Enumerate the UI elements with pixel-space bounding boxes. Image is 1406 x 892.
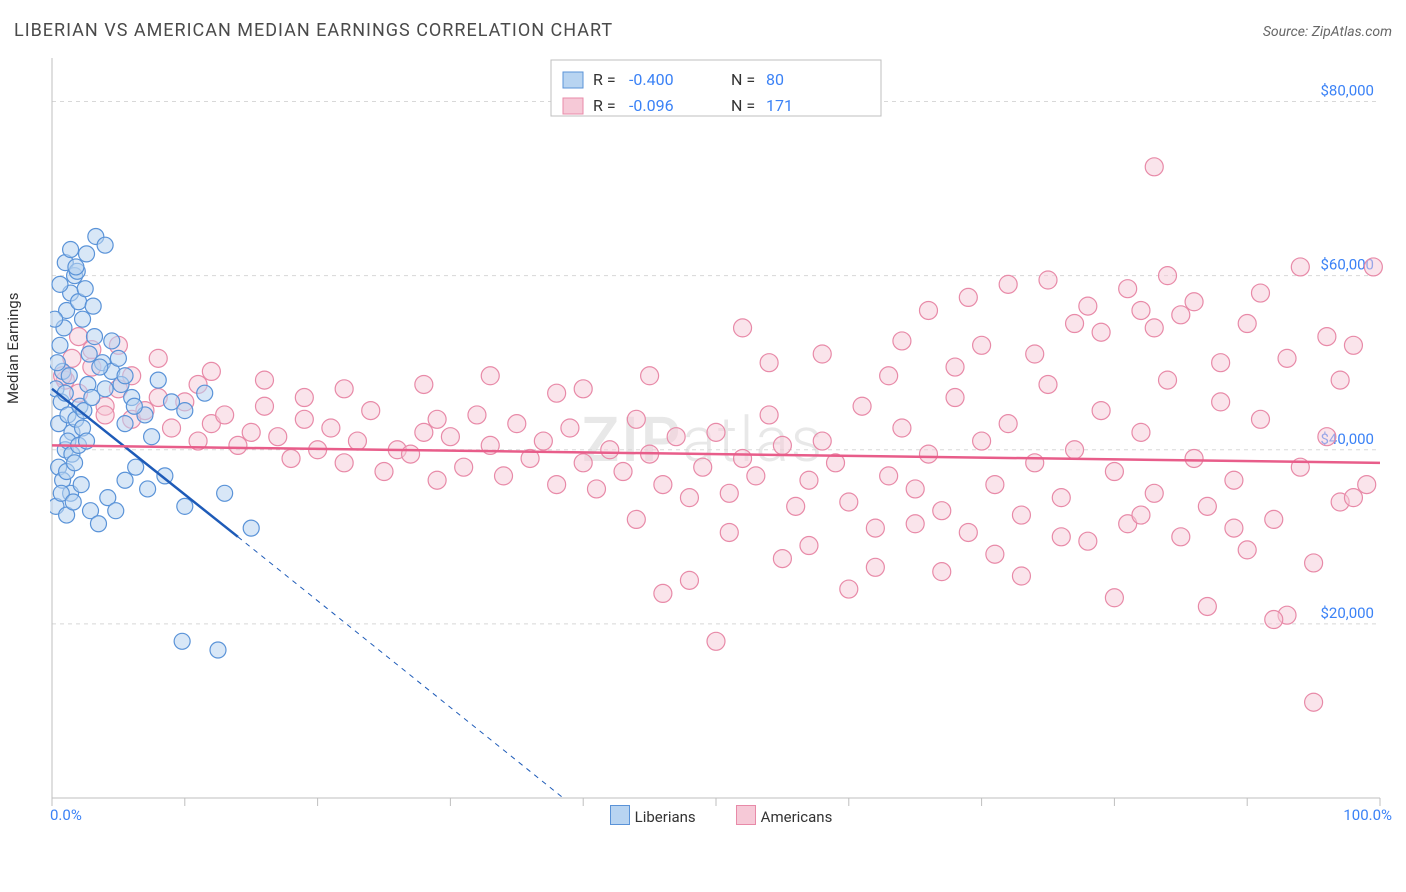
legend-item-americans: Americans xyxy=(736,805,833,826)
legend-swatch-americans xyxy=(736,805,756,825)
scatter-chart: $20,000$40,000$60,000$80,000R = -0.400N … xyxy=(50,56,1392,832)
footer-legend: 0.0% Liberians Americans 100.0% xyxy=(50,798,1392,832)
svg-text:171: 171 xyxy=(766,96,793,115)
chart-title: LIBERIAN VS AMERICAN MEDIAN EARNINGS COR… xyxy=(14,20,613,41)
svg-text:$20,000: $20,000 xyxy=(1320,604,1374,622)
svg-text:80: 80 xyxy=(766,70,784,89)
svg-text:N =: N = xyxy=(731,96,755,115)
legend-swatch-liberians xyxy=(610,805,630,825)
legend-item-liberians: Liberians xyxy=(610,805,696,826)
svg-text:-0.400: -0.400 xyxy=(629,70,674,89)
source-prefix: Source: xyxy=(1263,24,1312,40)
x-axis-min-label: 0.0% xyxy=(50,806,82,824)
legend-label-liberians: Liberians xyxy=(635,808,696,826)
x-axis-max-label: 100.0% xyxy=(1343,806,1392,824)
svg-text:-0.096: -0.096 xyxy=(629,96,674,115)
svg-text:$80,000: $80,000 xyxy=(1320,82,1374,100)
source-name: ZipAtlas.com xyxy=(1312,24,1392,40)
svg-text:R =: R = xyxy=(593,70,616,89)
chart-header: LIBERIAN VS AMERICAN MEDIAN EARNINGS COR… xyxy=(14,20,1392,41)
plot-area: Median Earnings ZIPatlas $20,000$40,000$… xyxy=(14,56,1392,832)
y-axis-label: Median Earnings xyxy=(4,293,22,404)
svg-text:N =: N = xyxy=(731,70,755,89)
chart-source: Source: ZipAtlas.com xyxy=(1263,24,1392,40)
legend-label-americans: Americans xyxy=(761,808,833,826)
svg-text:R =: R = xyxy=(593,96,616,115)
